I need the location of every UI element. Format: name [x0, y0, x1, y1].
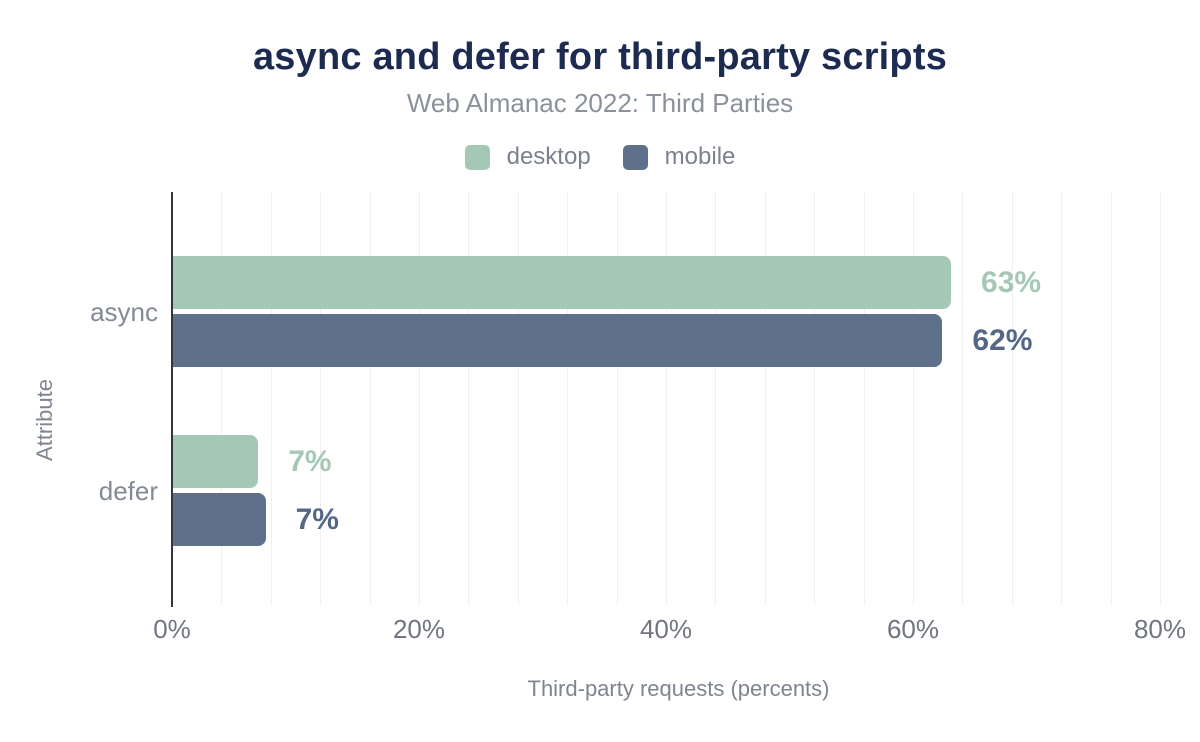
- legend-swatch-desktop: [464, 144, 490, 170]
- x-axis-title: Third-party requests (percents): [527, 676, 830, 701]
- legend-label: mobile: [664, 143, 736, 170]
- bar-value-label-mobile-async: 62%: [972, 323, 1033, 357]
- gridline: [814, 192, 816, 605]
- chart-subtitle: Web Almanac 2022: Third Parties: [406, 88, 794, 118]
- gridline: [764, 192, 766, 605]
- gridline: [270, 192, 272, 605]
- category-label-defer: defer: [98, 475, 158, 506]
- gridline: [1061, 192, 1063, 605]
- gridline: [913, 192, 914, 605]
- gridline: [419, 192, 420, 605]
- gridline: [567, 192, 569, 605]
- bar-value-label-desktop-async: 63%: [981, 265, 1042, 299]
- legend-swatch-mobile: [622, 144, 648, 170]
- bar-mobile-defer[interactable]: [173, 493, 266, 546]
- x-tick-label-40: 40%: [639, 614, 693, 644]
- legend-label: desktop: [506, 143, 591, 170]
- gridline: [369, 192, 371, 605]
- bar-desktop-defer[interactable]: [173, 435, 259, 488]
- legend-item-desktop[interactable]: desktop: [464, 143, 591, 171]
- gridline: [1011, 192, 1013, 605]
- bar-desktop-async[interactable]: [173, 256, 952, 309]
- gridline: [666, 192, 667, 605]
- gridline: [1160, 192, 1161, 605]
- gridline: [962, 192, 964, 605]
- gridline: [320, 192, 322, 605]
- bar-mobile-async[interactable]: [173, 314, 943, 367]
- x-tick-label-80: 80%: [1133, 614, 1187, 644]
- y-axis-line: [171, 192, 173, 607]
- chart-title: async and defer for third-party scripts: [252, 36, 948, 78]
- x-tick-label-20: 20%: [392, 614, 446, 644]
- legend-item-mobile[interactable]: mobile: [622, 143, 736, 171]
- gridline: [1110, 192, 1112, 605]
- legend: desktop mobile: [0, 143, 1200, 171]
- x-tick-label-60: 60%: [886, 614, 940, 644]
- bar-value-label-desktop-defer: 7%: [288, 444, 332, 478]
- gridline: [221, 192, 223, 605]
- bar-value-label-mobile-defer: 7%: [295, 502, 339, 536]
- y-axis-title: Attribute: [32, 379, 57, 461]
- gridline: [468, 192, 470, 605]
- gridline: [517, 192, 519, 605]
- gridline: [616, 192, 618, 605]
- gridline: [715, 192, 717, 605]
- gridline: [863, 192, 865, 605]
- x-tick-label-0: 0%: [153, 614, 191, 644]
- category-label-async: async: [90, 296, 158, 327]
